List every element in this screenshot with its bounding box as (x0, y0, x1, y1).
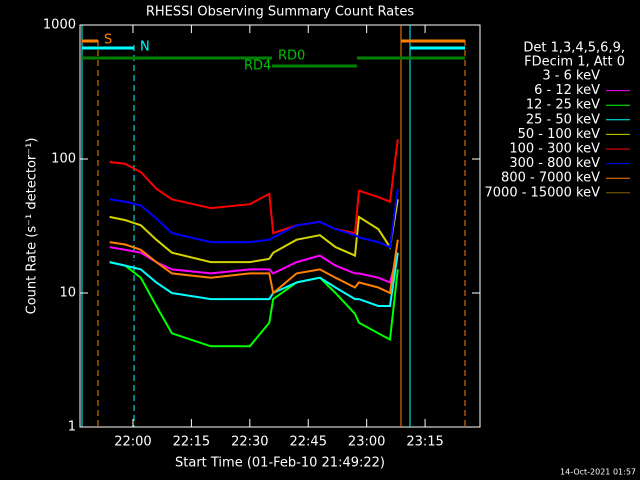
series-line (109, 188, 399, 249)
legend-label: 800 - 7000 keV (501, 171, 600, 186)
flag-label: RD0 (278, 49, 305, 64)
legend-label: 25 - 50 keV (526, 112, 600, 127)
chart-title: RHESSI Observing Summary Count Rates (146, 5, 415, 20)
legend-header: Det 1,3,4,5,6,9, (523, 41, 625, 56)
flag-label: RD4 (244, 59, 271, 74)
legend-label: 12 - 25 keV (526, 98, 600, 113)
flag-label: S (104, 33, 112, 48)
series-line (109, 251, 399, 301)
legend-label: 7000 - 15000 keV (485, 185, 601, 200)
y-tick-label: 1 (68, 420, 76, 435)
plot-frame (79, 24, 481, 428)
x-tick-label: 22:45 (290, 435, 327, 450)
x-tick-label: 23:15 (406, 435, 443, 450)
legend-header: FDecim 1, Att 0 (524, 55, 625, 70)
x-tick-label: 23:00 (348, 435, 385, 450)
series-line (109, 239, 399, 295)
y-axis-label: Count Rate (s⁻¹ detector⁻¹) (25, 138, 40, 315)
legend-label: 3 - 6 keV (542, 69, 600, 84)
legend-label: 50 - 100 keV (518, 127, 601, 142)
series-line (109, 261, 399, 348)
series-line (109, 199, 399, 264)
y-tick-label: 1000 (43, 18, 76, 33)
y-tick-label: 10 (59, 286, 76, 301)
x-tick-label: 22:15 (173, 435, 210, 450)
x-tick-label: 22:00 (114, 435, 151, 450)
x-tick-label: 22:30 (231, 435, 268, 450)
y-tick-label: 100 (51, 152, 76, 167)
legend-label: 300 - 800 keV (509, 156, 600, 171)
flag-label: N (140, 40, 150, 55)
footer: 14-Oct-2021 01:57 (560, 468, 636, 477)
series-line (109, 139, 399, 235)
legend-label: 100 - 300 keV (509, 142, 600, 157)
legend-label: 6 - 12 keV (534, 83, 600, 98)
x-axis-label: Start Time (01-Feb-10 21:49:22) (175, 456, 385, 471)
